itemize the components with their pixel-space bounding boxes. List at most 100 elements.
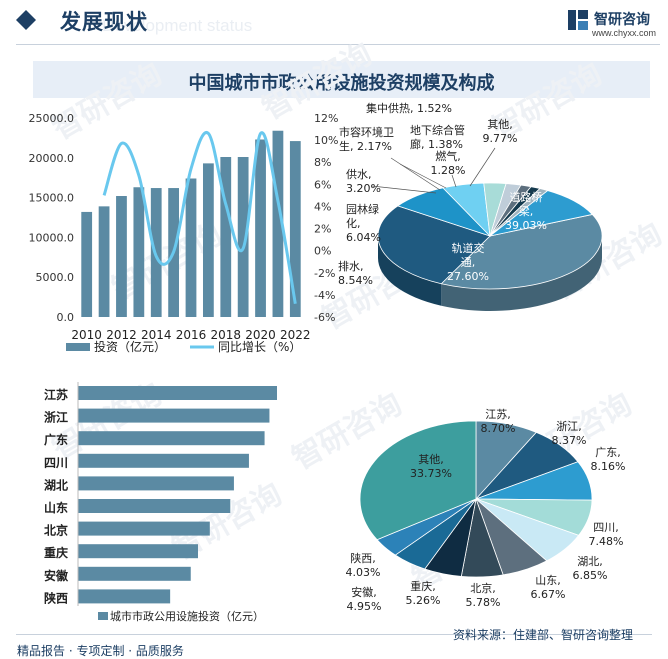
pie-label-排水: 排水, 8.54% <box>338 259 373 287</box>
province-bar <box>78 386 277 400</box>
y-left-tick-label: 0.0 <box>57 311 75 324</box>
legend-label-line: 同比增长（%） <box>218 340 301 354</box>
y-right-tick-label: 6% <box>314 178 331 191</box>
province-label: 重庆 <box>44 545 68 560</box>
x-tick-label: 2010 <box>71 328 102 342</box>
y-left-tick-label: 5000.0 <box>36 271 75 284</box>
province-bar <box>78 544 199 559</box>
pie-label-重庆: 重庆, 5.26% <box>406 579 441 607</box>
y-right-tick-label: 2% <box>314 223 331 236</box>
pie-label-安徽: 安徽, 4.95% <box>347 585 382 613</box>
legend-label: 城市市政公用设施投资（亿元） <box>110 609 264 623</box>
investment-combo-chart: 0.0 5000.0 10000.0 15000.0 20000.0 25000.0 -6%… <box>29 112 339 354</box>
pie-label-燃气: 燃气, 1.28% <box>431 149 466 177</box>
province-bar <box>78 408 270 423</box>
bar <box>116 196 127 317</box>
province-bar <box>78 589 171 604</box>
pie-slice-其他 <box>489 190 594 237</box>
bar <box>237 157 249 317</box>
y-right-tick-label: 0% <box>314 245 331 258</box>
province-label: 北京 <box>44 523 68 538</box>
leader-line <box>469 147 496 187</box>
province-bar <box>78 431 265 446</box>
leader-line <box>390 157 441 191</box>
header-subtitle: Development status <box>102 16 253 35</box>
bar <box>202 163 214 317</box>
leader-line <box>371 185 437 194</box>
pie-label-北京: 北京, 5.78% <box>466 581 501 609</box>
header-title: 发展现状 <box>60 10 148 34</box>
pie-label-其他: 其他, 33.73% <box>410 453 452 480</box>
pie-label-供水: 供水, 3.20% <box>346 167 381 195</box>
pie-label-山东: 山东, 6.67% <box>531 574 566 601</box>
page-header: Development status 发展现状 智研咨询 www.chyxx.c… <box>0 0 668 46</box>
pie-label-广东: 广东, 8.16% <box>591 446 626 473</box>
province-bar <box>78 521 210 536</box>
brand-logo-icon <box>568 10 588 30</box>
pie-slice-道路桥梁 <box>440 214 603 290</box>
x-tick-label: 2022 <box>280 328 311 342</box>
pie-label-陕西: 陕西, 4.03% <box>346 551 381 579</box>
pie-label-浙江: 浙江, 8.37% <box>552 420 587 447</box>
bar <box>98 206 110 317</box>
leader-line <box>451 174 457 188</box>
x-tick-label: 2014 <box>141 328 172 342</box>
composition-pie-chart: 道路桥梁, 39.03% 轨道交通, 27.60% 排水, 8.54% 园林绿化, 6.04%… <box>338 101 603 311</box>
province-bar <box>78 499 231 513</box>
brand-name: 智研咨询 <box>594 12 650 28</box>
y-left-tick-label: 20000.0 <box>29 152 75 165</box>
y-right-tick-label: 4% <box>314 200 331 213</box>
province-bar <box>78 453 249 468</box>
pie-label-江苏: 江苏, 8.70% <box>481 408 516 435</box>
header-divider <box>16 44 660 45</box>
pie-label-轨道交通: 轨道交通, 27.60% <box>447 241 489 283</box>
y-right-tick-label: 8% <box>314 156 331 169</box>
x-tick-label: 2020 <box>245 328 276 342</box>
bar <box>272 130 284 317</box>
bar <box>255 139 266 317</box>
growth-line <box>102 130 297 304</box>
y-right-tick-label: -4% <box>314 289 335 302</box>
pie-label-市容环境卫生: 市容环境卫生, 2.17% <box>339 125 394 153</box>
province-bar <box>78 566 191 581</box>
page-footer: 精品报告 · 专项定制 · 品质服务 资料来源：住建部、智研咨询整理 <box>0 628 668 659</box>
province-bar <box>78 476 234 491</box>
pie-label-地下综合管廊: 地下综合管廊, 1.38% <box>410 123 465 151</box>
leader-line <box>399 163 447 189</box>
pie-label-道路桥梁: 道路桥梁, 39.03% <box>505 190 547 232</box>
bar <box>133 187 145 317</box>
x-tick-label: 2012 <box>106 328 137 342</box>
pie-label-集中供热: 集中供热, 1.52% <box>366 101 452 115</box>
pie-slice-轨道交通 <box>377 205 491 285</box>
pie-side-轨道交通 <box>377 236 442 306</box>
legend-swatch-bar <box>66 343 90 351</box>
diamond-icon <box>16 10 36 30</box>
province-label: 江苏 <box>44 387 68 402</box>
province-label: 浙江 <box>44 410 68 425</box>
province-label: 陕西 <box>44 590 68 605</box>
province-label: 广东 <box>44 432 68 447</box>
footer-divider <box>16 634 652 635</box>
pie-label-湖北: 湖北, 6.85% <box>573 555 608 582</box>
bar <box>81 211 93 317</box>
brand-url: www.chyxx.com <box>592 28 657 38</box>
footer-tagline: 精品报告 · 专项定制 · 品质服务 <box>17 644 184 658</box>
bar <box>185 178 197 317</box>
bar <box>220 157 232 317</box>
pie-label-园林绿化: 园林绿化, 6.04% <box>346 202 381 244</box>
x-tick-label: 2018 <box>210 328 241 342</box>
y-left-tick-label: 10000.0 <box>29 231 75 244</box>
title-band: 中国城市市政公用设施投资规模及构成 <box>33 61 650 98</box>
pie-slice-其他 <box>359 420 477 541</box>
main-title: 中国城市市政公用设施投资规模及构成 <box>188 73 495 94</box>
y-left-tick-label: 25000.0 <box>29 112 75 125</box>
charts-canvas: 智研咨询智研咨询智研咨询智研咨询智研咨询智研咨询智研咨询智研咨询智研咨询智研咨询… <box>29 37 668 623</box>
y-right-tick-label: -6% <box>314 311 335 324</box>
province-pie-chart: 江苏, 8.70% 浙江, 8.37%广东, 8.16% 四川, 7.48% 湖北, 6.85%… <box>346 408 626 613</box>
watermark-text: 智研咨询 <box>47 57 168 147</box>
x-tick-label: 2016 <box>176 328 207 342</box>
legend-swatch-bar <box>98 612 108 620</box>
y-right-tick-label: 12% <box>314 112 338 125</box>
footer-source: 资料来源：住建部、智研咨询整理 <box>453 628 634 642</box>
